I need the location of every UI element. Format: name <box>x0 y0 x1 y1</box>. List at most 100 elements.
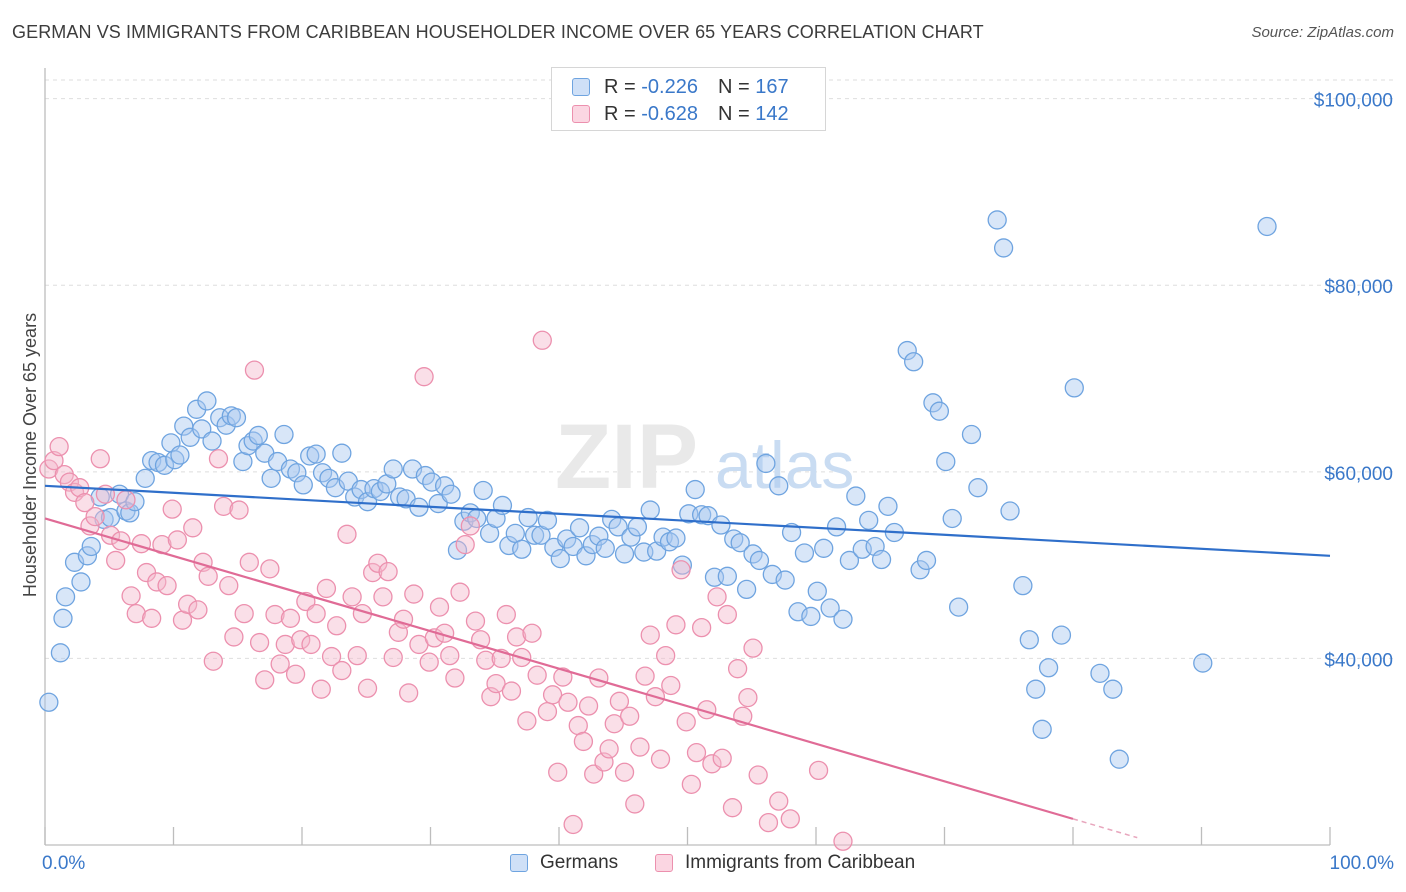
series-germans <box>39 210 1277 769</box>
data-point <box>465 611 486 631</box>
data-point <box>75 492 95 513</box>
y-axis-title: Householder Income Over 65 years <box>20 313 40 597</box>
data-point <box>640 625 660 645</box>
data-point <box>280 608 301 628</box>
data-point <box>293 475 313 495</box>
data-point <box>370 481 391 502</box>
data-point <box>285 664 306 684</box>
watermark-zip: ZIP <box>555 406 698 508</box>
data-point <box>948 597 969 617</box>
data-point <box>578 696 599 716</box>
data-point <box>666 528 686 548</box>
data-point <box>993 238 1014 258</box>
data-point <box>522 623 542 643</box>
data-point <box>49 436 69 457</box>
data-point <box>244 360 265 380</box>
data-point <box>260 559 280 579</box>
data-point <box>599 739 619 759</box>
data-point <box>661 675 681 696</box>
data-point <box>486 673 506 694</box>
data-point <box>347 645 367 666</box>
data-point <box>473 480 493 501</box>
data-point <box>609 691 630 711</box>
data-point <box>224 627 244 647</box>
data-point <box>614 544 635 564</box>
legend-item-caribbean[interactable]: Immigrants from Caribbean <box>655 852 915 874</box>
data-point <box>527 665 547 685</box>
data-point <box>542 685 563 705</box>
data-point <box>557 529 577 549</box>
data-point <box>170 445 190 465</box>
data-point <box>656 645 676 666</box>
data-point <box>147 572 167 592</box>
y-tick-label: $80,000 <box>1324 277 1393 298</box>
data-point <box>942 508 962 529</box>
data-point <box>383 459 403 479</box>
data-point <box>316 578 337 599</box>
data-point <box>1026 679 1046 699</box>
x-tick-label: 100.0% <box>1330 853 1395 874</box>
data-point <box>1000 501 1020 521</box>
data-point <box>968 478 988 498</box>
data-point <box>429 597 450 617</box>
y-tick-label: $60,000 <box>1324 464 1393 485</box>
trendline-germans <box>44 484 1331 557</box>
data-point <box>640 500 660 520</box>
data-point <box>126 603 146 624</box>
data-point <box>162 499 182 519</box>
data-point <box>769 476 789 496</box>
stats-row-germans: R = -0.226 N = 167 <box>572 74 789 100</box>
data-point <box>558 692 578 712</box>
data-point <box>621 527 641 547</box>
data-point <box>897 340 917 361</box>
data-point <box>306 603 326 624</box>
data-point <box>961 424 982 445</box>
data-point <box>1032 719 1052 739</box>
series-caribbean <box>39 330 853 851</box>
data-point <box>216 415 236 435</box>
data-point <box>758 812 779 833</box>
data-point <box>749 550 770 571</box>
data-point <box>85 506 105 527</box>
data-point <box>50 643 71 663</box>
data-point <box>537 701 558 722</box>
data-point <box>460 516 480 536</box>
data-point <box>1090 663 1110 683</box>
data-point <box>476 650 496 670</box>
data-point <box>537 510 558 530</box>
data-point <box>234 603 254 624</box>
data-point <box>255 670 275 690</box>
caribbean-legend-swatch <box>655 854 673 872</box>
x-tick-label: 0.0% <box>42 853 85 874</box>
data-point <box>625 794 645 814</box>
trendline-caribbean <box>44 517 1074 820</box>
legend-item-germans[interactable]: Germans <box>510 852 618 874</box>
data-point <box>1193 653 1213 673</box>
data-point <box>243 431 263 451</box>
data-point <box>311 679 331 699</box>
data-point <box>202 431 222 451</box>
data-point <box>327 616 347 636</box>
data-point <box>265 604 285 625</box>
data-point <box>213 496 234 516</box>
data-point <box>419 652 439 672</box>
data-point <box>287 463 307 483</box>
trend-layer <box>44 484 1331 839</box>
series-legend: Germans Immigrants from Caribbean <box>0 852 1406 878</box>
data-point <box>871 549 892 570</box>
chart-title: GERMAN VS IMMIGRANTS FROM CARIBBEAN HOUS… <box>12 22 984 42</box>
axis-layer <box>44 68 1331 846</box>
germans-legend-swatch <box>510 854 528 872</box>
data-point <box>414 367 434 387</box>
data-point <box>524 525 545 545</box>
data-point <box>106 550 126 571</box>
data-point <box>319 468 339 489</box>
data-point <box>807 581 827 601</box>
data-point <box>321 646 342 667</box>
data-point <box>910 560 930 580</box>
data-point <box>81 536 101 557</box>
data-point <box>53 608 73 628</box>
data-point <box>878 496 898 516</box>
data-point <box>1013 575 1033 596</box>
